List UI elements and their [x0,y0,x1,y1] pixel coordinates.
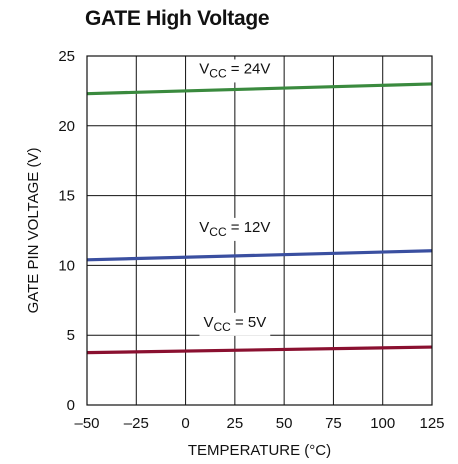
series-label-subscript: CC [209,66,227,80]
y-tick-label: 5 [67,327,75,344]
series-label-subscript: CC [213,320,231,334]
series-label-main: V [199,60,209,77]
y-axis-label: GATE PIN VOLTAGE (V) [25,148,42,314]
x-tick-label: 100 [370,415,395,432]
y-tick-label: 0 [67,397,75,414]
x-tick-label: 25 [227,415,244,432]
x-tick-label: 0 [181,415,189,432]
y-tick-label: 10 [58,257,75,274]
series-label-background [199,312,271,336]
series-label: VCC = 5V [203,314,266,334]
series-layer [86,82,433,355]
series-label-main: V [199,219,209,236]
y-tick-label: 15 [58,188,75,205]
series-label-subscript: CC [209,225,227,239]
series-label-background [195,59,275,83]
series-line [86,345,433,355]
series-label-rest: = 24V [227,60,271,77]
series-label-background [195,217,275,241]
x-tick-label: –50 [74,415,99,432]
x-tick-label: –25 [124,415,149,432]
chart-title: GATE High Voltage [85,7,270,30]
y-tick-labels: 0 5 10 15 20 25 [58,48,75,414]
x-tick-label: 50 [276,415,293,432]
series-line [86,249,433,262]
x-tick-label: 75 [325,415,342,432]
y-tick-label: 20 [58,118,75,135]
series-label-rest: = 12V [227,219,271,236]
series-label-rest: = 5V [231,314,266,331]
x-tick-label: 125 [419,415,444,432]
series-label: VCC = 24V [199,60,270,80]
series-label-main: V [203,314,213,331]
series-line [86,82,433,96]
series-label: VCC = 12V [199,219,270,239]
plot-frame [86,55,433,406]
y-tick-label: 25 [58,48,75,65]
x-tick-labels: –50 –25 0 25 50 75 100 125 [74,415,444,432]
x-axis-label: TEMPERATURE (°C) [188,442,331,459]
grid-lines [87,56,432,405]
